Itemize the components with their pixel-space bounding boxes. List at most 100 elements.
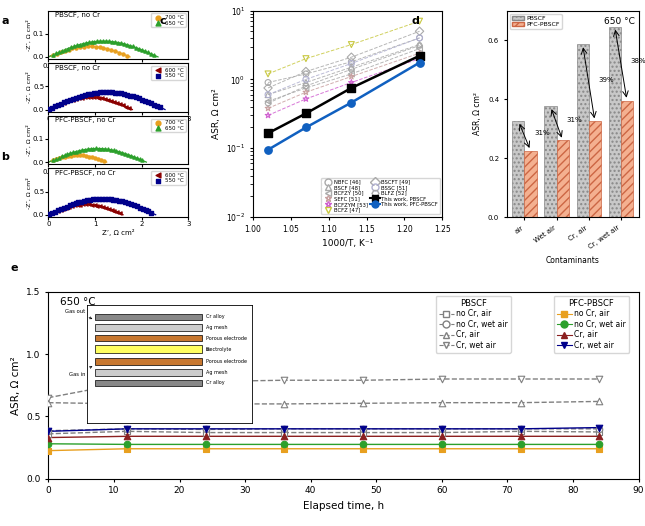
Point [515, 424, 526, 433]
Point [56, 205, 66, 213]
Point [119, 90, 130, 98]
Point [201, 377, 211, 386]
Point [95, 37, 106, 45]
Point [95, 202, 105, 210]
Point [102, 45, 112, 53]
Point [57, 152, 67, 160]
Point [97, 195, 107, 203]
Point [66, 43, 76, 52]
Point [594, 432, 604, 440]
Point [112, 147, 122, 155]
Point [99, 157, 110, 166]
Point [64, 203, 74, 211]
Text: PBSCF, no Cr: PBSCF, no Cr [55, 65, 101, 70]
Point [594, 397, 604, 406]
Point [116, 39, 126, 47]
Point [94, 195, 104, 203]
Point [437, 424, 447, 433]
Point [107, 88, 117, 97]
Point [122, 427, 132, 436]
Point [437, 399, 447, 407]
Point [104, 88, 115, 96]
Point [346, 57, 357, 66]
Point [50, 102, 61, 110]
Point [74, 93, 84, 101]
Point [77, 92, 88, 100]
Point [77, 94, 87, 102]
Point [125, 92, 135, 100]
Point [59, 98, 69, 107]
Y-axis label: -Z″, Ω cm²: -Z″, Ω cm² [26, 19, 32, 50]
Text: PFC-PBSCF, no Cr: PFC-PBSCF, no Cr [55, 117, 115, 123]
Point [346, 84, 357, 92]
Point [119, 39, 129, 48]
Point [201, 400, 211, 408]
Point [98, 37, 108, 45]
Point [80, 90, 90, 99]
Point [43, 440, 54, 448]
Point [263, 99, 273, 107]
Point [72, 151, 83, 159]
Bar [524, 150, 537, 217]
Point [301, 70, 311, 78]
Point [114, 197, 124, 205]
Point [74, 198, 84, 207]
Point [113, 89, 123, 97]
Point [86, 93, 96, 101]
Point [414, 34, 424, 42]
Point [71, 94, 81, 102]
Point [43, 393, 54, 402]
Point [358, 376, 368, 385]
Point [43, 433, 54, 442]
Point [53, 207, 63, 215]
Point [594, 375, 604, 383]
Point [594, 440, 604, 449]
Point [94, 94, 104, 102]
Point [279, 376, 290, 385]
Point [53, 100, 63, 109]
Point [358, 424, 368, 433]
Text: PFC-PBSCF, no Cr: PFC-PBSCF, no Cr [55, 170, 115, 176]
Point [63, 45, 74, 54]
Point [85, 196, 95, 204]
Point [44, 105, 54, 113]
Bar [621, 100, 633, 217]
Point [43, 427, 54, 436]
Point [86, 42, 97, 50]
Point [117, 148, 128, 157]
Point [148, 50, 159, 59]
Point [71, 147, 81, 156]
Point [414, 27, 424, 35]
Point [358, 399, 368, 408]
Point [75, 200, 86, 209]
Point [279, 432, 290, 440]
Legend: NBFC [46], BSCF [48], BCFZY [50], SEFC [51], BCFZYM [53], BCFZ [47], BSCFT [49],: NBFC [46], BSCF [48], BCFZY [50], SEFC [… [321, 178, 440, 215]
Point [101, 204, 111, 212]
Y-axis label: -Z″, Ω cm²: -Z″, Ω cm² [26, 177, 32, 209]
Point [57, 153, 67, 161]
Point [79, 197, 90, 205]
Point [98, 44, 108, 52]
Point [48, 156, 58, 164]
Point [100, 145, 110, 153]
Point [50, 207, 60, 216]
Bar [557, 140, 569, 217]
Point [50, 102, 61, 110]
Point [67, 202, 77, 210]
Point [515, 440, 526, 449]
Point [95, 88, 106, 97]
Point [107, 37, 117, 46]
Point [68, 95, 79, 103]
Point [84, 200, 94, 209]
Point [79, 93, 90, 102]
Point [54, 154, 64, 162]
Point [62, 97, 72, 105]
Point [301, 54, 311, 63]
Point [57, 47, 67, 55]
Point [98, 88, 108, 96]
Point [122, 424, 132, 433]
X-axis label: Z’, Ω cm²: Z’, Ω cm² [102, 124, 135, 130]
Point [114, 48, 124, 57]
Point [43, 447, 54, 455]
Point [437, 440, 447, 449]
